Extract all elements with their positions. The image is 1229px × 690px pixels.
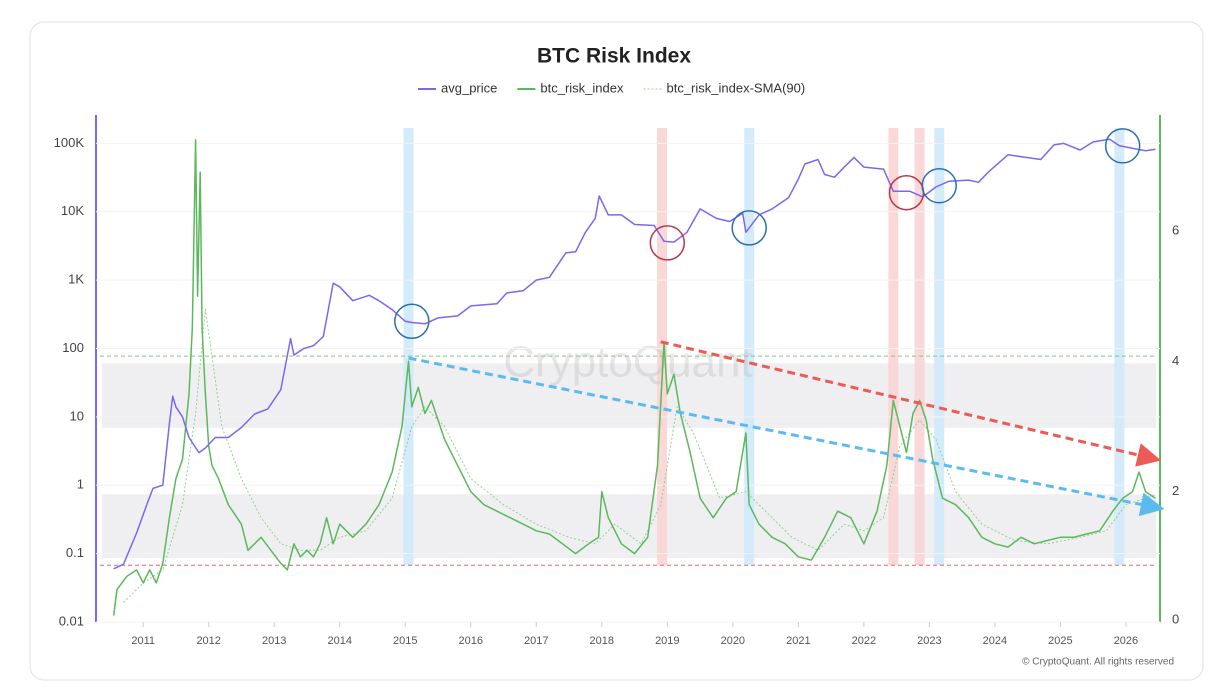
y2-tick-label: 2: [1172, 483, 1179, 498]
x-tick-label: 2013: [262, 635, 286, 647]
x-tick-label: 2021: [786, 635, 810, 647]
legend-label: btc_risk_index: [540, 80, 624, 95]
annotation-circle: [921, 168, 957, 204]
highlight-band: [888, 128, 899, 566]
highlight-band: [1114, 128, 1125, 566]
highlight-band: [914, 128, 925, 566]
y2-tick-label: 0: [1172, 611, 1179, 626]
x-tick-label: 2022: [852, 635, 876, 647]
annotation-circle: [731, 210, 767, 246]
x-tick-label: 2012: [196, 635, 220, 647]
y2-tick-label: 6: [1172, 222, 1179, 237]
x-tick-label: 2011: [131, 635, 155, 647]
x-tick-label: 2018: [590, 635, 614, 647]
highlight-band: [744, 128, 755, 566]
chart-title: BTC Risk Index: [537, 45, 691, 68]
series-line: [123, 308, 1156, 603]
y-tick-label: 100K: [54, 135, 85, 150]
y-tick-label: 0.01: [59, 613, 84, 628]
y-tick-label: 10K: [61, 203, 84, 218]
x-tick-label: 2024: [983, 635, 1007, 647]
legend-label: avg_price: [441, 80, 497, 95]
highlight-band: [403, 128, 414, 566]
y-tick-label: 0.1: [66, 545, 84, 560]
x-tick-label: 2014: [327, 635, 351, 647]
watermark: CryptoQuant: [503, 338, 752, 387]
series-line: [112, 139, 1156, 616]
annotation-circle: [649, 225, 686, 261]
series-line: [113, 138, 1156, 570]
x-tick-label: 2026: [1114, 635, 1138, 647]
x-tick-label: 2016: [459, 635, 483, 647]
y-tick-label: 100: [62, 340, 84, 355]
trend-line: [660, 340, 1162, 467]
x-tick-label: 2017: [524, 635, 548, 647]
trend-line: [408, 356, 1165, 517]
y-tick-label: 1: [77, 477, 84, 492]
x-tick-label: 2025: [1048, 635, 1072, 647]
x-tick-label: 2015: [393, 635, 417, 647]
x-tick-label: 2019: [655, 635, 679, 647]
highlight-band: [657, 128, 668, 566]
x-tick-label: 2020: [721, 635, 745, 647]
copyright: © CryptoQuant. All rights reserved: [1022, 657, 1174, 668]
annotation-circle: [1104, 128, 1141, 164]
highlight-band: [934, 128, 945, 566]
zone-band: [102, 494, 1156, 559]
y2-tick-label: 4: [1172, 353, 1179, 368]
x-tick-label: 2023: [917, 635, 941, 647]
annotation-circle: [394, 303, 430, 340]
y-tick-label: 10: [70, 408, 84, 423]
legend-label: btc_risk_index-SMA(90): [666, 80, 805, 95]
y-tick-label: 1K: [68, 272, 84, 287]
